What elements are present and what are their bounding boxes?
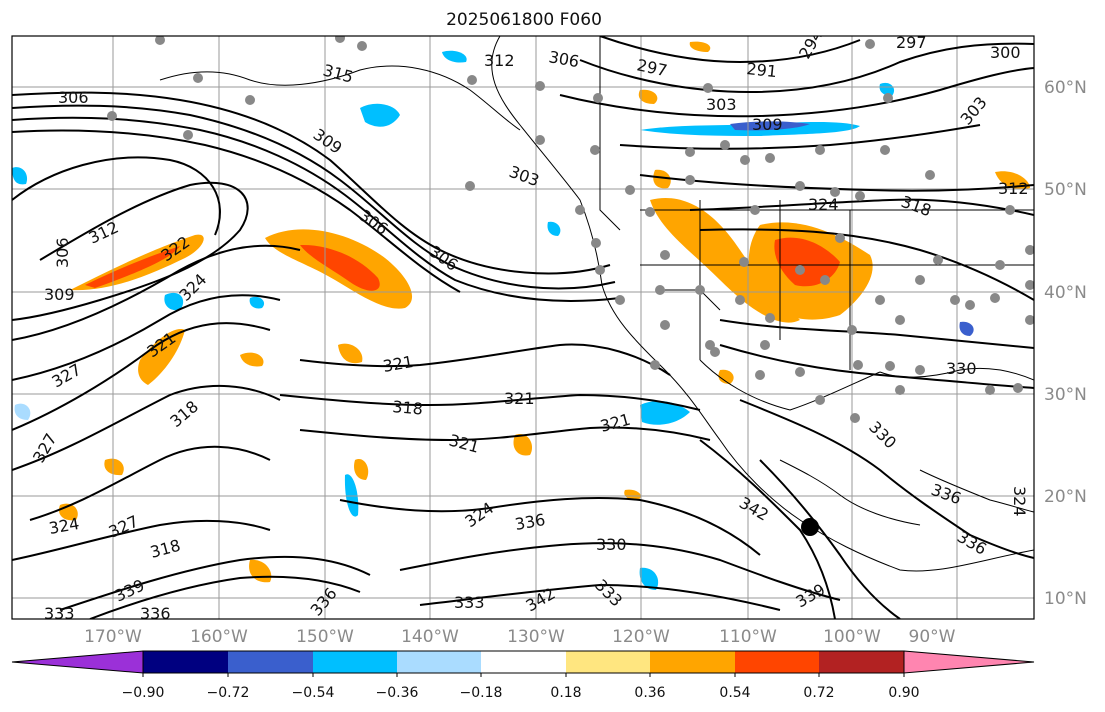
colorbar-swatch: [143, 651, 228, 673]
contour-label: 309: [752, 115, 783, 134]
lat-tick-label: 60°N: [1044, 78, 1087, 98]
contour-label: 297: [896, 33, 927, 52]
lon-tick-labels: 170°W 160°W 150°W 140°W 130°W 120°W 110°…: [84, 627, 956, 647]
lat-tick-labels: 60°N 50°N 40°N 30°N 20°N 10°N: [1044, 78, 1087, 609]
contour-label: 336: [140, 604, 171, 623]
colorbar: −0.90 −0.72 −0.54 −0.36 −0.18 0.18 0.36 …: [11, 650, 1035, 701]
contour-label: 321: [504, 389, 535, 408]
marker-dot: [801, 518, 819, 536]
lon-tick-label: 90°W: [909, 627, 956, 647]
contour-label: 303: [706, 95, 737, 114]
cool-shading: [12, 50, 974, 590]
contour-label: 300: [990, 43, 1021, 62]
lon-tick-label: 160°W: [190, 627, 248, 647]
contour-label: 324: [808, 195, 839, 214]
contour-label: 312: [484, 51, 515, 70]
contour-label: 324: [1010, 486, 1029, 517]
lat-tick-label: 40°N: [1044, 283, 1087, 303]
colorbar-tick-label: −0.72: [207, 685, 250, 701]
colorbar-swatch: [481, 651, 566, 673]
lat-tick-label: 50°N: [1044, 180, 1087, 200]
map-border: [11, 35, 1035, 620]
colorbar-swatch: [819, 651, 904, 673]
coastlines: [159, 36, 1034, 572]
colorbar-tick-label: 0.18: [550, 685, 581, 701]
colorbar-tick-label: 0.36: [634, 685, 665, 701]
colorbar-swatch: [650, 651, 735, 673]
contour-label: 309: [44, 285, 75, 304]
lon-tick-label: 170°W: [84, 627, 142, 647]
contour-label: 306: [53, 237, 72, 268]
lon-tick-label: 140°W: [401, 627, 459, 647]
colorbar-extend-max: [903, 650, 1035, 674]
lon-tick-label: 150°W: [296, 627, 354, 647]
colorbar-tick-label: −0.90: [122, 685, 165, 701]
colorbar-tick-label: −0.36: [376, 685, 419, 701]
colorbar-swatch: [566, 651, 650, 673]
colorbar-tick-label: −0.54: [292, 685, 335, 701]
contour-label: 333: [454, 593, 485, 612]
lon-tick-label: 100°W: [823, 627, 881, 647]
contour-label: 333: [44, 604, 75, 623]
contour-label: 330: [946, 359, 977, 378]
lon-tick-label: 120°W: [612, 627, 670, 647]
colorbar-extend-min: [11, 650, 144, 674]
lat-tick-label: 20°N: [1044, 487, 1087, 507]
lon-tick-label: 110°W: [719, 627, 777, 647]
colorbar-swatch: [397, 651, 481, 673]
lat-tick-label: 10°N: [1044, 589, 1087, 609]
contour-label: 291: [746, 59, 778, 81]
colorbar-swatch: [313, 651, 397, 673]
lat-tick-label: 30°N: [1044, 385, 1087, 405]
colorbar-tick-label: 0.90: [888, 685, 919, 701]
contour-label: 306: [58, 88, 89, 107]
map-title: 2025061800 F060: [446, 10, 602, 30]
colorbar-tick-label: 0.54: [719, 685, 750, 701]
map-panel: 306 315 312 306 297 291 294 297 300 303 …: [12, 33, 1034, 623]
contours: [12, 36, 1034, 619]
colorbar-tick-label: 0.72: [803, 685, 834, 701]
contour-label: 312: [998, 179, 1029, 198]
station-dots: [107, 36, 1034, 423]
colorbar-swatch: [735, 651, 819, 673]
contour-label: 318: [392, 397, 424, 419]
contour-label: 330: [596, 535, 627, 554]
lon-tick-label: 130°W: [507, 627, 565, 647]
colorbar-tick-label: −0.18: [460, 685, 503, 701]
colorbar-swatch: [228, 651, 313, 673]
graticule: [12, 36, 1034, 619]
